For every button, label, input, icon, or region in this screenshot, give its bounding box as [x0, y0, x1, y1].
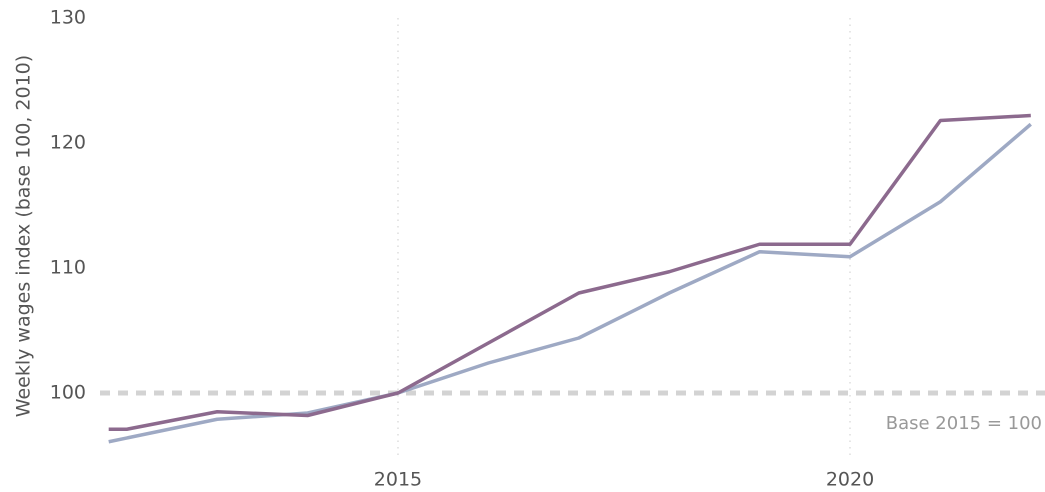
y-tick-label: 100	[50, 382, 86, 404]
y-tick-label: 120	[50, 132, 86, 154]
series-line	[108, 113, 1031, 431]
y-axis-label: Weekly wages index (base 100, 2010)	[13, 55, 35, 417]
y-tick-label: 130	[50, 7, 86, 29]
x-tick-label: 2015	[374, 469, 422, 491]
y-tick-label: 110	[50, 257, 86, 279]
reference-label: Base 2015 = 100	[886, 413, 1042, 434]
x-tick-label: 2020	[826, 469, 874, 491]
